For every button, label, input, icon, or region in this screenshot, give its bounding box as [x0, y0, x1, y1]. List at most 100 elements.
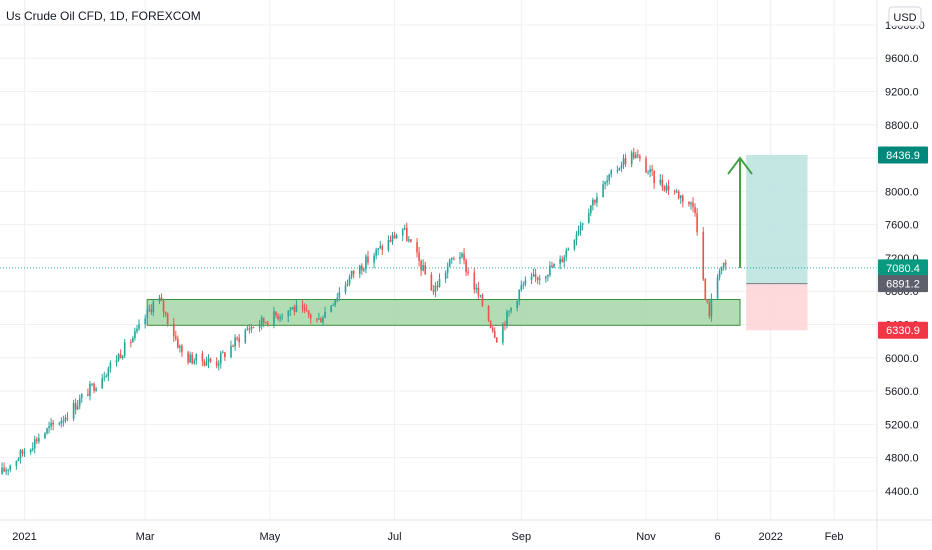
candle-body	[575, 234, 578, 240]
candle-body	[594, 199, 596, 203]
candle-body	[563, 257, 566, 263]
y-axis-ticks: 4400.04800.05200.05600.06000.06400.06800…	[885, 20, 925, 498]
candle-body	[491, 327, 494, 332]
candle-body	[352, 270, 355, 275]
candle-body	[432, 290, 435, 292]
candle-body	[475, 287, 478, 290]
currency-button[interactable]: USD	[888, 6, 922, 27]
candle-body	[318, 318, 320, 320]
candle-body	[177, 338, 179, 348]
candle-body	[346, 283, 349, 286]
candle-body	[688, 201, 690, 205]
candle-body	[9, 465, 12, 470]
candle-body	[119, 354, 122, 359]
candle-body	[718, 270, 721, 277]
candle-body	[661, 179, 664, 187]
candle-body	[545, 276, 547, 279]
candle-body	[46, 428, 48, 434]
candle-body	[191, 354, 193, 364]
candle-body	[620, 165, 623, 169]
currency-button-frame[interactable]	[888, 6, 922, 27]
candle-body	[416, 242, 418, 253]
candle-body	[72, 402, 75, 419]
candle-body	[565, 250, 568, 258]
candle-body	[31, 448, 34, 450]
candle-body	[438, 279, 441, 288]
candle-body	[604, 182, 606, 185]
candle-body	[15, 461, 18, 466]
candle-body	[692, 202, 694, 208]
candle-body	[716, 276, 719, 299]
candle-body	[532, 274, 535, 277]
candle-body	[289, 309, 292, 311]
candle-body	[332, 304, 335, 306]
x-tick-label: Nov	[636, 531, 656, 543]
candle-body	[567, 248, 570, 251]
candle-body	[367, 256, 369, 263]
candle-body	[217, 363, 220, 366]
candle-body	[334, 300, 337, 305]
candle-body	[324, 311, 326, 319]
candle-body	[91, 383, 93, 385]
candle-body	[673, 190, 676, 193]
loss-area[interactable]	[746, 283, 808, 331]
candle-body	[665, 185, 668, 191]
candle-body	[610, 170, 613, 175]
candle-body	[150, 309, 153, 313]
candle-body	[365, 256, 367, 270]
candle-body	[724, 262, 727, 265]
candle-body	[418, 252, 420, 261]
candle-body	[624, 158, 627, 165]
candle-body	[706, 299, 709, 302]
candle-body	[136, 328, 138, 332]
candle-body	[602, 184, 604, 198]
candle-body	[305, 310, 308, 312]
candle-body	[393, 235, 396, 239]
candle-body	[336, 297, 339, 301]
candle-body	[549, 265, 551, 275]
candle-body	[80, 394, 83, 399]
candle-body	[522, 284, 525, 286]
candle-body	[58, 423, 61, 425]
arrow-head[interactable]	[727, 156, 753, 175]
candle-body	[373, 255, 375, 263]
candle-body	[379, 246, 382, 249]
position-layer	[746, 155, 808, 331]
candle-body	[50, 422, 52, 427]
support-zone[interactable]	[146, 299, 741, 326]
candle-body	[506, 311, 508, 326]
candle-body	[291, 307, 294, 310]
candle-body	[130, 342, 132, 344]
candle-body	[134, 331, 136, 339]
candle-body	[246, 328, 249, 331]
candle-body	[690, 202, 692, 205]
candle-body	[710, 298, 713, 317]
y-tick-label: 7600.0	[885, 220, 919, 232]
candle-body	[389, 239, 392, 242]
candle-body	[436, 285, 439, 288]
candle-body	[17, 458, 20, 462]
candle-body	[35, 439, 38, 442]
candle-body	[395, 235, 398, 239]
candle-body	[651, 169, 653, 171]
price-tag-label: 7080.4	[886, 263, 920, 275]
candle-body	[203, 361, 206, 366]
y-tick-label: 8800.0	[885, 120, 919, 132]
profit-area[interactable]	[746, 155, 808, 284]
candle-body	[117, 354, 120, 361]
candle-body	[489, 320, 492, 328]
candle-body	[606, 180, 608, 183]
candle-body	[361, 265, 363, 271]
candle-body	[381, 246, 384, 250]
price-tag	[878, 275, 928, 293]
candle-body	[295, 304, 298, 312]
candle-body	[279, 317, 281, 320]
y-tick-label: 9600.0	[885, 53, 919, 65]
candle-body	[107, 368, 110, 376]
candle-body	[630, 152, 633, 165]
candle-body	[232, 345, 234, 347]
x-tick-label: Feb	[825, 531, 844, 543]
candle-body	[518, 289, 521, 301]
candle-body	[144, 318, 146, 325]
